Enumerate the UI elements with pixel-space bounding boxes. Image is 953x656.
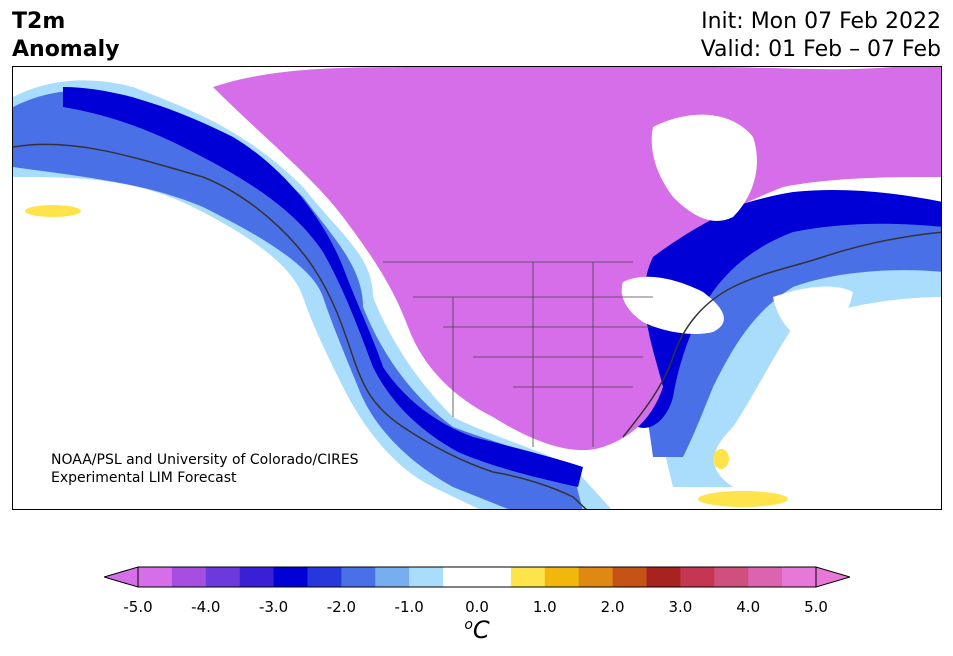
map-credit: NOAA/PSL and University of Colorado/CIRE… xyxy=(51,451,359,487)
warm-patch-florida xyxy=(713,449,729,469)
great-lakes xyxy=(621,276,724,334)
title-line-1: T2m xyxy=(12,9,66,34)
colorbar-swatch xyxy=(714,567,749,587)
map-canvas xyxy=(13,67,941,509)
colorbar-swatch xyxy=(680,567,715,587)
colorbar-tick-label: 2.0 xyxy=(600,598,625,616)
colorbar-swatch xyxy=(612,567,647,587)
anomaly-region-deep-blue-east xyxy=(630,190,941,428)
colorbar-swatch xyxy=(443,567,478,587)
init-date: Init: Mon 07 Feb 2022 xyxy=(701,9,941,34)
colorbar-swatch xyxy=(273,567,308,587)
colorbar-swatch xyxy=(341,567,376,587)
warm-patch-cuba xyxy=(698,491,788,507)
colorbar-tick-label: -5.0 xyxy=(123,598,153,616)
colorbar-tick-label: -1.0 xyxy=(394,598,424,616)
colorbar-swatch xyxy=(307,567,342,587)
northeast-us xyxy=(773,286,853,347)
colorbar-unit: oC xyxy=(464,616,489,644)
colorbar-swatch xyxy=(646,567,681,587)
colorbar-swatch xyxy=(510,567,546,587)
political-borders xyxy=(383,261,653,447)
colorbar-border xyxy=(137,566,817,588)
anomaly-map[interactable]: NOAA/PSL and University of Colorado/CIRE… xyxy=(12,66,942,510)
colorbar-swatch xyxy=(171,567,207,587)
forecast-dates: Init: Mon 07 Feb 2022 Valid: 01 Feb – 07… xyxy=(701,8,941,64)
colorbar-swatch xyxy=(544,567,580,587)
colorbar-tick-label: 0.0 xyxy=(465,598,489,616)
colorbar-tick-label: 5.0 xyxy=(804,598,828,616)
hudson-bay xyxy=(651,114,757,221)
coastline xyxy=(13,143,941,509)
colorbar-swatch xyxy=(782,567,817,587)
colorbar-tick-label: 4.0 xyxy=(736,598,761,616)
colorbar-low-arrow xyxy=(104,566,139,588)
warm-patch-alaska xyxy=(25,205,81,217)
valid-range: Valid: 01 Feb – 07 Feb xyxy=(700,37,941,62)
colorbar xyxy=(104,566,850,588)
colorbar-tick-label: -3.0 xyxy=(258,598,289,616)
colorbar-tick-label: 1.0 xyxy=(532,598,557,616)
colorbar-swatch xyxy=(239,567,275,587)
unit-letter: C xyxy=(472,616,490,644)
colorbar-swatch xyxy=(375,567,410,587)
colorbar-tick-label: -2.0 xyxy=(326,598,357,616)
colorbar-tick-label: 3.0 xyxy=(668,598,693,616)
anomaly-region-purple xyxy=(213,67,941,451)
title-line-2: Anomaly xyxy=(12,37,120,62)
colorbar-swatch xyxy=(477,567,512,587)
colorbar-tick-label: -4.0 xyxy=(191,598,221,616)
credit-line-1: NOAA/PSL and University of Colorado/CIRE… xyxy=(51,452,359,468)
colorbar-swatch xyxy=(748,567,783,587)
colorbar-high-arrow xyxy=(815,566,850,588)
credit-line-2: Experimental LIM Forecast xyxy=(51,470,237,486)
unit-degree: o xyxy=(464,617,473,633)
colorbar-swatch xyxy=(578,567,614,587)
colorbar-swatch xyxy=(205,567,241,587)
colorbar-swatch xyxy=(409,567,444,587)
colorbar-swatch xyxy=(138,567,173,587)
map-title: T2m Anomaly xyxy=(12,8,119,64)
